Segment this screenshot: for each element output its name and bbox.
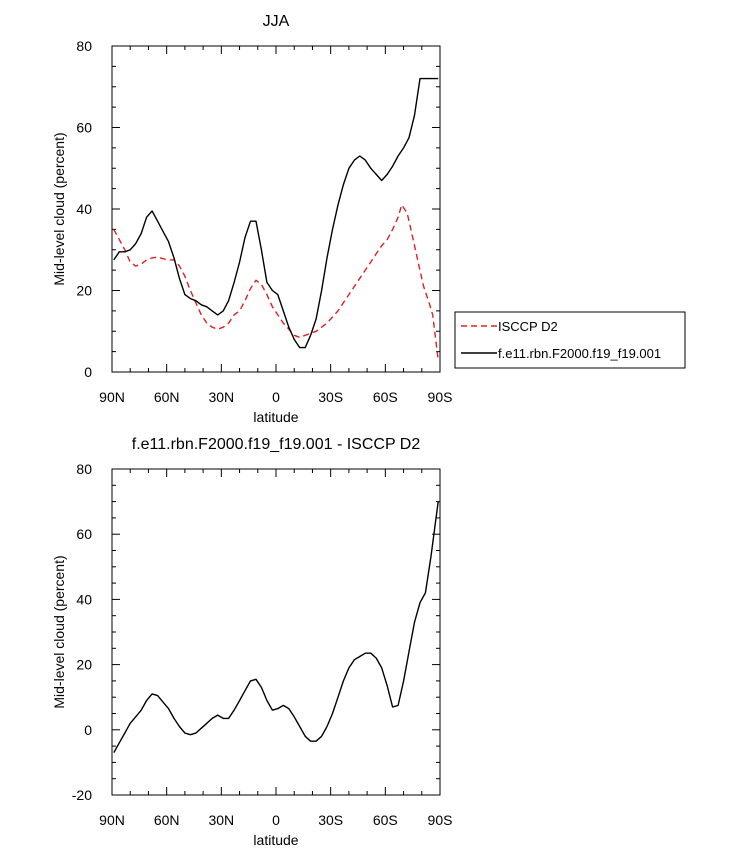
y-tick-label: 80 (76, 38, 92, 54)
legend-label-1: f.e11.rbn.F2000.f19_f19.001 (498, 346, 661, 361)
x-tick-label: 30N (208, 812, 234, 828)
x-tick-label: 30S (318, 389, 343, 405)
series-line-0 (113, 204, 439, 360)
x-tick-label: 60N (154, 389, 180, 405)
legend-box (454, 311, 686, 369)
x-tick-label: 60S (373, 389, 398, 405)
series-line-0 (113, 501, 439, 753)
series-line-1 (113, 77, 439, 349)
x-tick-label: 30N (208, 389, 234, 405)
y-axis-label: Mid-level cloud (percent) (51, 555, 67, 708)
x-tick-label: 60S (373, 812, 398, 828)
x-tick-label: 60N (154, 812, 180, 828)
x-axis-label: latitude (253, 832, 298, 848)
y-tick-label: 40 (76, 201, 92, 217)
y-tick-label: 40 (76, 591, 92, 607)
y-tick-label: 0 (84, 364, 92, 380)
x-tick-label: 30S (318, 812, 343, 828)
y-tick-label: 0 (84, 722, 92, 738)
top-panel: JJA 90N 60N 30N 0 30S 60S 90S 0 20 40 60 80 latitude M… (51, 13, 452, 425)
chart-title: f.e11.rbn.F2000.f19_f19.001 - ISCCP D2 (132, 436, 421, 453)
y-tick-label: -20 (72, 787, 92, 803)
y-tick-label: 60 (76, 526, 92, 542)
legend: ISCCP D2 f.e11.rbn.F2000.f19_f19.001 (454, 311, 686, 369)
x-tick-label: 0 (272, 812, 280, 828)
y-tick-label: 20 (76, 283, 92, 299)
plot-frame (111, 45, 441, 373)
x-tick-label: 0 (272, 389, 280, 405)
bottom-panel: f.e11.rbn.F2000.f19_f19.001 - ISCCP D2 90… (51, 436, 452, 848)
y-tick-label: 80 (76, 461, 92, 477)
y-tick-label: 20 (76, 657, 92, 673)
x-axis-label: latitude (253, 409, 298, 425)
x-tick-label: 90N (99, 389, 125, 405)
y-axis-label: Mid-level cloud (percent) (51, 132, 67, 285)
x-tick-label: 90N (99, 812, 125, 828)
chart-title: JJA (263, 13, 290, 30)
plot-frame (111, 468, 441, 796)
legend-label-0: ISCCP D2 (498, 319, 558, 334)
y-tick-label: 60 (76, 120, 92, 136)
x-tick-label: 90S (428, 812, 453, 828)
x-tick-label: 90S (428, 389, 453, 405)
